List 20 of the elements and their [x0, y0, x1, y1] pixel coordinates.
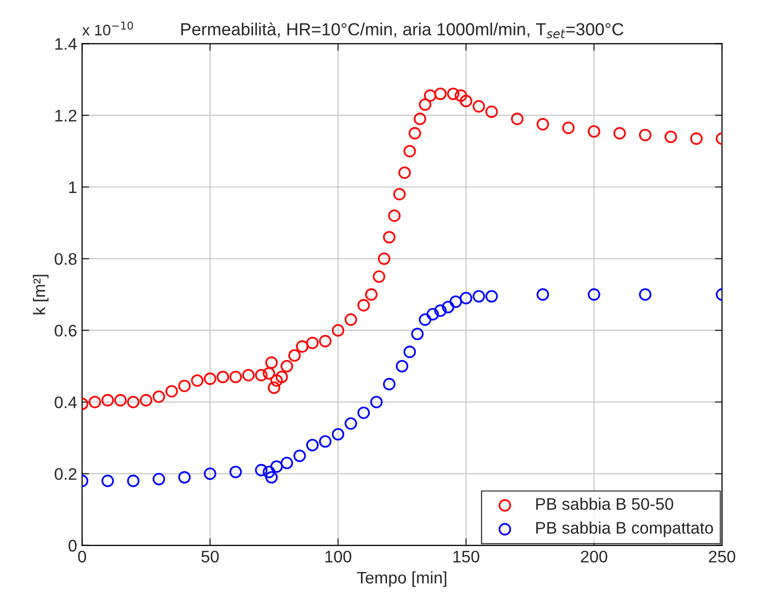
- x-tick-label: 100: [325, 550, 352, 563]
- x-axis-title: Tempo [min]: [357, 571, 446, 587]
- y-tick-label: 0.6: [54, 324, 76, 337]
- y-axis-title: k [m²]: [32, 274, 48, 314]
- y-tick-label: 0.4: [54, 396, 77, 408]
- y-tick-label: 1: [69, 182, 76, 194]
- legend-label: PB sabbia B compattato: [536, 522, 713, 538]
- legend-label: PB sabbia B 50-50: [536, 498, 674, 510]
- x-tick-label: 150: [453, 550, 480, 563]
- y-tick-label: 1.2: [55, 110, 76, 122]
- chart-title: Permeabilità, HR=10°C/min, aria 1000ml/min, T$_{set}$=300°C: [181, 22, 624, 38]
- x-tick-label: 50: [201, 550, 219, 563]
- y-tick-label: 1.4: [55, 38, 77, 50]
- y-tick-label: 0.8: [54, 253, 76, 265]
- y-tick-label: 0.2: [54, 468, 76, 480]
- x-tick-label: 0: [78, 550, 86, 563]
- x-tick-label: 250: [708, 550, 736, 563]
- x-tick-label: 200: [580, 550, 608, 563]
- y-tick-label: 0: [68, 540, 77, 552]
- text: x 10$^{−10}$: [82, 22, 133, 36]
